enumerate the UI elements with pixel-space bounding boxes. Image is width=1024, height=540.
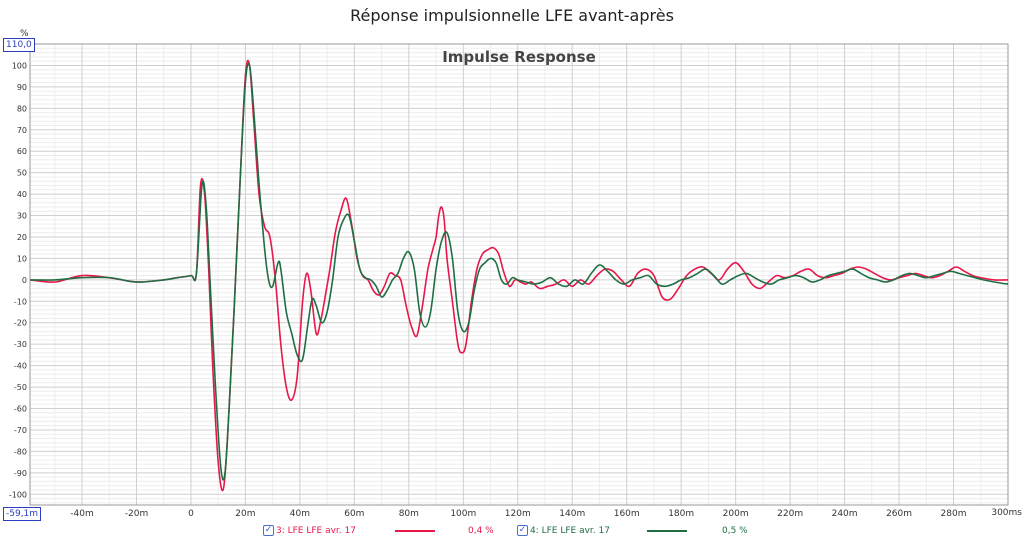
x-tick-label: 180m — [668, 509, 694, 519]
y-tick-label: 30 — [17, 212, 27, 221]
series-3-legend-value: 0,4 % — [468, 526, 494, 536]
x-tick-label: 20m — [235, 509, 255, 519]
y-axis-unit: % — [20, 29, 29, 39]
x-tick-label: 260m — [886, 509, 912, 519]
y-tick-label: -30 — [14, 340, 27, 349]
x-axis-tick-labels: -40m -20m 0 20m 40m 60m 80m 100m 120m 140m 160m 180… — [70, 509, 966, 519]
y-tick-label: -40 — [14, 362, 27, 371]
y-tick-label: -60 — [14, 405, 27, 414]
series-3-legend-swatch — [395, 530, 435, 532]
y-tick-label: -20 — [14, 319, 27, 328]
y-tick-label: 0 — [22, 276, 27, 285]
y-tick-label: -70 — [14, 426, 27, 435]
plot-frame — [29, 43, 1009, 506]
y-tick-label: 50 — [17, 169, 27, 178]
page-title: Réponse impulsionnelle LFE avant-après — [350, 6, 674, 25]
y-tick-label: 10 — [17, 254, 27, 263]
y-tick-label: 100 — [12, 61, 27, 70]
y-tick-label: -80 — [14, 447, 27, 456]
x-axis-end-label: 300ms — [991, 508, 1022, 518]
x-min-box[interactable]: -59,1m — [3, 507, 42, 521]
y-tick-label: 20 — [17, 233, 27, 242]
x-tick-label: 160m — [614, 509, 640, 519]
series-4-legend-swatch — [647, 530, 687, 532]
x-tick-label: -40m — [70, 509, 93, 519]
y-tick-label: -90 — [14, 469, 27, 478]
y-tick-label: 60 — [17, 147, 27, 156]
series-lines — [30, 59, 1009, 492]
x-tick-label: 40m — [290, 509, 310, 519]
x-tick-label: 0 — [188, 509, 194, 519]
x-tick-label: 240m — [832, 509, 858, 519]
series-4-legend-label: 4: LFE LFE avr. 17 — [530, 526, 610, 536]
series-3-checkbox[interactable]: ✓ — [263, 525, 274, 536]
series-3-legend-label: 3: LFE LFE avr. 17 — [276, 526, 356, 536]
y-max-box[interactable]: 110,0 — [3, 38, 35, 52]
x-tick-label: 100m — [450, 509, 476, 519]
major-gridlines — [30, 44, 1008, 505]
y-tick-label: -50 — [14, 383, 27, 392]
y-tick-label: 90 — [17, 83, 27, 92]
x-tick-label: 140m — [559, 509, 585, 519]
y-tick-label: 70 — [17, 126, 27, 135]
x-tick-label: 280m — [941, 509, 967, 519]
series-4-legend-value: 0,5 % — [722, 526, 748, 536]
x-tick-label: -20m — [125, 509, 148, 519]
series-4-checkbox[interactable]: ✓ — [517, 525, 528, 536]
series-line-4 — [30, 62, 1009, 481]
series-line-3 — [30, 59, 1009, 492]
chart-title: Impulse Response — [442, 48, 596, 66]
y-tick-label: -10 — [14, 297, 27, 306]
x-tick-label: 60m — [344, 509, 364, 519]
x-tick-label: 80m — [399, 509, 419, 519]
x-tick-label: 220m — [777, 509, 803, 519]
x-tick-label: 200m — [723, 509, 749, 519]
y-tick-label: -100 — [9, 490, 27, 499]
y-tick-label: 40 — [17, 190, 27, 199]
y-tick-label: 80 — [17, 104, 27, 113]
y-axis-tick-labels: 1009080706050403020100-10-20-30-40-50-60… — [9, 61, 27, 499]
x-tick-label: 120m — [505, 509, 531, 519]
